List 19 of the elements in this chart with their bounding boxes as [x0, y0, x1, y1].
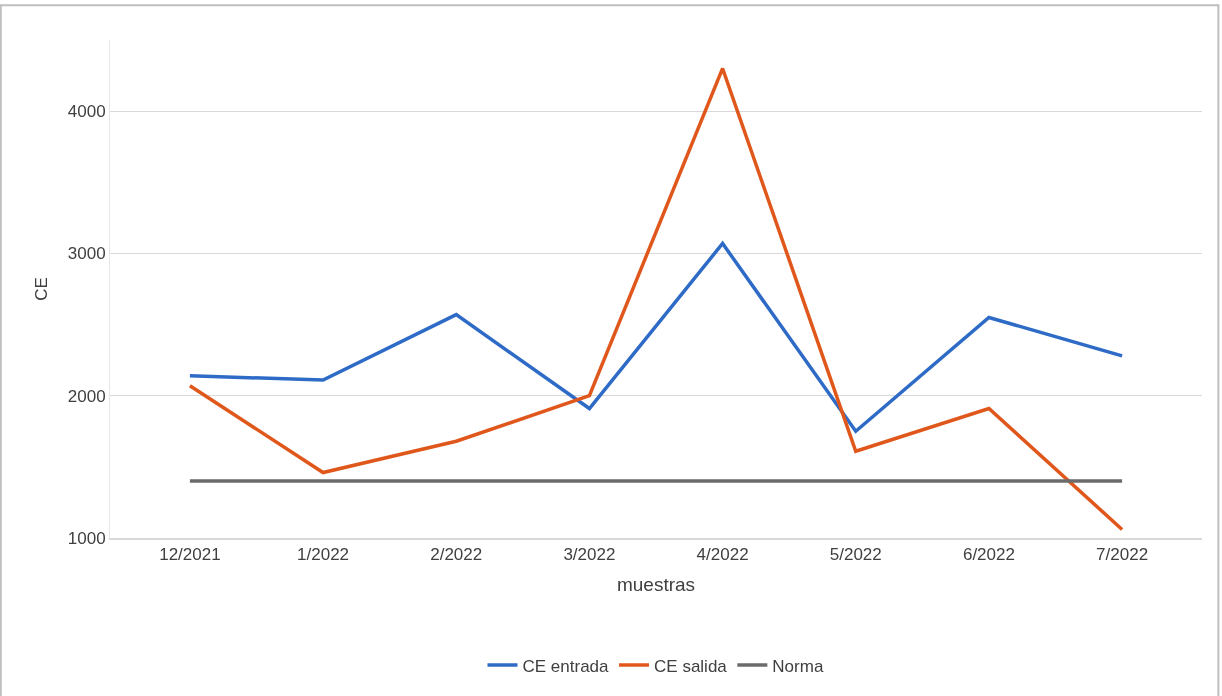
- x-tick-label: 5/2022: [829, 545, 882, 565]
- x-tick-label: 12/2021: [159, 545, 221, 565]
- x-tick-label: 4/2022: [696, 545, 749, 565]
- y-tick-label: 1000: [67, 528, 106, 548]
- x-tick-label: 3/2022: [563, 545, 616, 565]
- x-tick-label: 1/2022: [297, 545, 350, 565]
- line-series: [188, 66, 1124, 532]
- y-tick-label: 2000: [67, 386, 106, 406]
- x-axis-title: muestras: [616, 574, 696, 596]
- legend-label: CE entrada: [522, 656, 610, 676]
- y-tick-label: 4000: [67, 102, 106, 122]
- y-tick-label: 3000: [67, 244, 106, 264]
- x-tick-label: 7/2022: [1096, 545, 1149, 565]
- legend-label: Norma: [772, 656, 824, 676]
- x-tick-label: 6/2022: [962, 545, 1015, 565]
- x-tick-label: 2/2022: [430, 545, 483, 565]
- legend-label: CE salida: [654, 656, 728, 676]
- line-series: [188, 241, 1124, 434]
- y-axis-title: CE: [32, 277, 52, 301]
